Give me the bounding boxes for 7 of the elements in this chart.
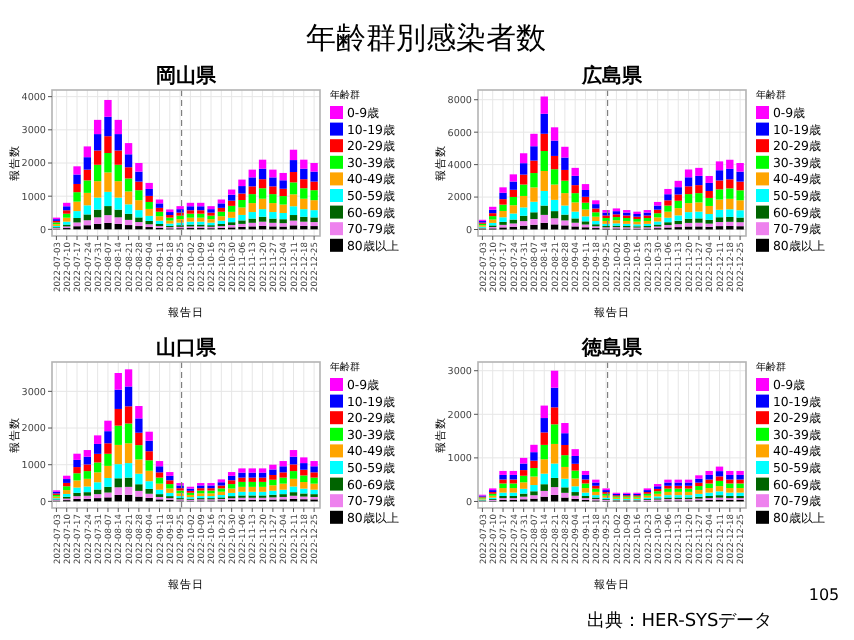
source-note: 出典：HER-SYSデータ <box>587 610 773 632</box>
text: 105 <box>808 586 840 604</box>
chart-title: 山口県 <box>156 336 218 360</box>
chart-title: 岡山県 <box>156 64 218 88</box>
text: 年齢群別感染者数 <box>306 20 546 56</box>
chart-title: 広島県 <box>580 64 644 88</box>
chart-title: 徳島県 <box>580 336 644 360</box>
